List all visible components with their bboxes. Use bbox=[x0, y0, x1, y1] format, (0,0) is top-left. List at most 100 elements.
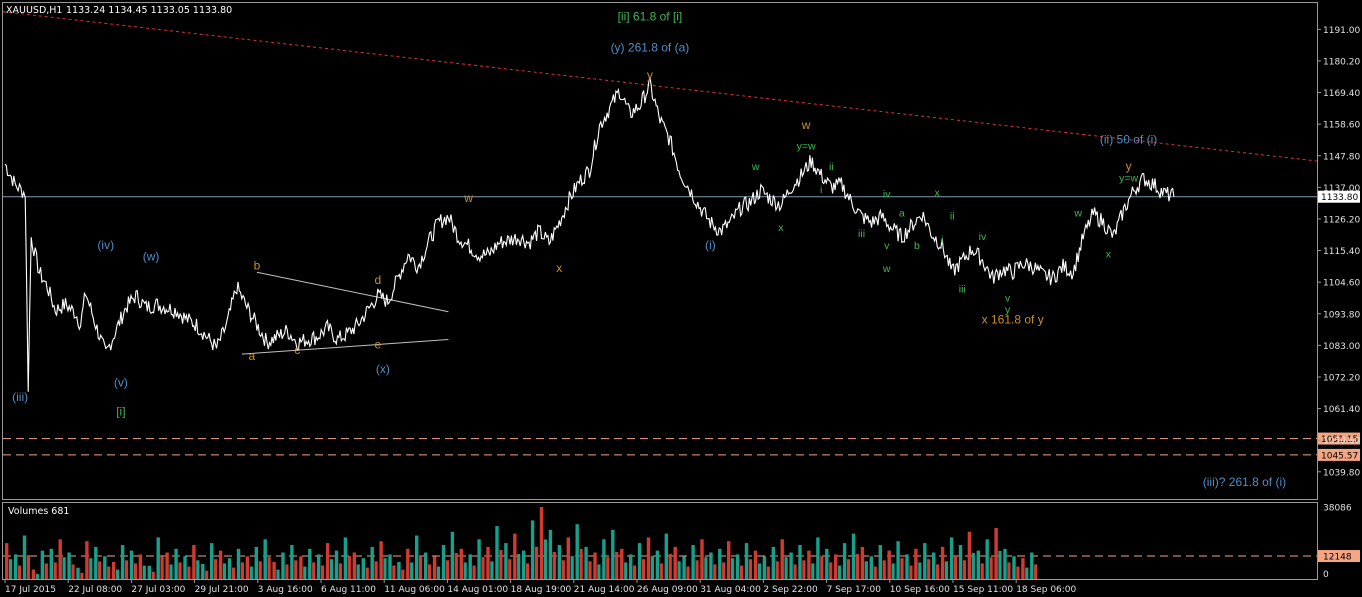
volume-bar bbox=[998, 550, 1002, 579]
volume-bar bbox=[932, 552, 936, 579]
time-tick-label: 18 Aug 19:00 bbox=[511, 585, 572, 595]
wave-label: b bbox=[914, 240, 920, 252]
price-series bbox=[4, 76, 1175, 392]
wave-label: d bbox=[375, 273, 382, 287]
volume-bar bbox=[548, 529, 553, 579]
wave-label: i bbox=[941, 234, 943, 246]
volume-bar bbox=[731, 558, 735, 579]
volume-bar bbox=[419, 555, 423, 579]
volume-bar bbox=[522, 550, 526, 579]
volume-bar bbox=[415, 535, 419, 579]
price-level-tag bbox=[1318, 432, 1360, 445]
time-tick-label: 17 Jul 2015 bbox=[5, 585, 56, 595]
volume-bar bbox=[374, 561, 378, 579]
volume-bar bbox=[388, 554, 392, 579]
price-tick-label: 1169.40 bbox=[1323, 89, 1360, 99]
time-tick-label: 14 Aug 01:00 bbox=[447, 585, 508, 595]
volume-bar bbox=[508, 559, 512, 579]
volume-bar bbox=[735, 554, 740, 579]
volume-bar bbox=[650, 556, 654, 579]
volume-bar bbox=[240, 562, 244, 579]
volume-bar bbox=[923, 543, 927, 579]
volume-bar bbox=[276, 569, 280, 579]
wave-label: ii bbox=[829, 161, 834, 173]
volume-bar bbox=[878, 545, 882, 579]
volume-bar bbox=[606, 557, 610, 579]
price-tick-label: 1083.00 bbox=[1323, 342, 1360, 352]
volume-bar bbox=[13, 554, 18, 579]
volume-bar bbox=[329, 559, 334, 579]
volume-bar bbox=[147, 565, 151, 579]
volume-bar bbox=[682, 556, 686, 579]
volume-bar bbox=[40, 550, 45, 579]
volume-bar bbox=[116, 569, 120, 579]
volume-bar bbox=[205, 570, 209, 579]
time-tick-label: 7 Sep 17:00 bbox=[827, 585, 882, 595]
volume-bar bbox=[820, 556, 824, 579]
volume-bar bbox=[263, 539, 267, 579]
triangle-upper-line bbox=[256, 271, 449, 313]
volume-bar bbox=[321, 565, 325, 579]
wave-label: iv bbox=[979, 231, 987, 243]
volume-bar bbox=[49, 548, 53, 579]
volume-bar bbox=[299, 556, 303, 579]
volume-bar bbox=[432, 556, 437, 579]
volume-bar bbox=[454, 553, 458, 579]
volume-bar bbox=[214, 559, 218, 579]
volume-bar bbox=[967, 531, 972, 579]
wave-label: x bbox=[778, 222, 784, 234]
wave-label: (ii) 50 of (i) bbox=[1100, 132, 1157, 146]
volume-bar bbox=[552, 552, 556, 579]
volume-bar bbox=[67, 552, 71, 579]
volume-bar bbox=[31, 569, 36, 579]
volume-bar bbox=[76, 567, 80, 579]
volume-bar bbox=[994, 528, 998, 579]
volume-bar bbox=[481, 557, 485, 579]
volume-bar bbox=[1007, 562, 1011, 579]
time-tick-label: 18 Sep 06:00 bbox=[1016, 585, 1076, 595]
volume-bar bbox=[637, 543, 642, 579]
volume-bar bbox=[949, 537, 954, 579]
time-tick-label: 31 Aug 04:00 bbox=[700, 585, 761, 595]
volume-bar bbox=[722, 562, 726, 579]
volume-bar bbox=[766, 566, 770, 579]
wave-label: [i] bbox=[116, 405, 125, 419]
wave-label: (iii) bbox=[12, 390, 28, 404]
wave-label: w bbox=[751, 161, 760, 173]
wave-label: x bbox=[934, 187, 940, 199]
time-tick-label: 27 Jul 03:00 bbox=[131, 585, 185, 595]
wave-label: w bbox=[1073, 208, 1082, 220]
current-price-tag bbox=[1318, 190, 1360, 203]
volume-bar bbox=[9, 559, 13, 579]
volume-bar bbox=[94, 546, 98, 579]
volume-bar bbox=[370, 546, 374, 579]
time-tick-label: 2 Sep 22:00 bbox=[763, 585, 818, 595]
volume-bar bbox=[629, 554, 633, 579]
volume-bar bbox=[914, 548, 918, 579]
volume-bar bbox=[44, 563, 48, 579]
volume-bar bbox=[156, 537, 160, 579]
volume-tick-label: 38086 bbox=[1323, 504, 1352, 514]
price-tick-label: 1050.60 bbox=[1323, 437, 1360, 447]
wave-label: v bbox=[1005, 292, 1011, 304]
price-tick-label: 1104.60 bbox=[1323, 279, 1360, 289]
volume-bar bbox=[838, 565, 842, 579]
volume-bar bbox=[873, 566, 877, 579]
volume-bar bbox=[597, 564, 601, 579]
wave-label: w bbox=[882, 263, 891, 275]
volume-bar bbox=[290, 545, 294, 579]
volume-bar bbox=[695, 560, 699, 579]
wave-label: v bbox=[884, 240, 890, 252]
volume-bar bbox=[58, 539, 62, 579]
volume-bar bbox=[107, 566, 111, 579]
volume-bar bbox=[151, 571, 155, 579]
volume-bar bbox=[864, 561, 868, 579]
volume-bar bbox=[748, 559, 752, 579]
volume-bar bbox=[584, 546, 588, 579]
volume-bar bbox=[142, 565, 146, 579]
volume-bar bbox=[133, 563, 137, 579]
volume-bar bbox=[165, 552, 169, 579]
volume-bar bbox=[26, 555, 30, 579]
volume-bar bbox=[557, 545, 562, 579]
